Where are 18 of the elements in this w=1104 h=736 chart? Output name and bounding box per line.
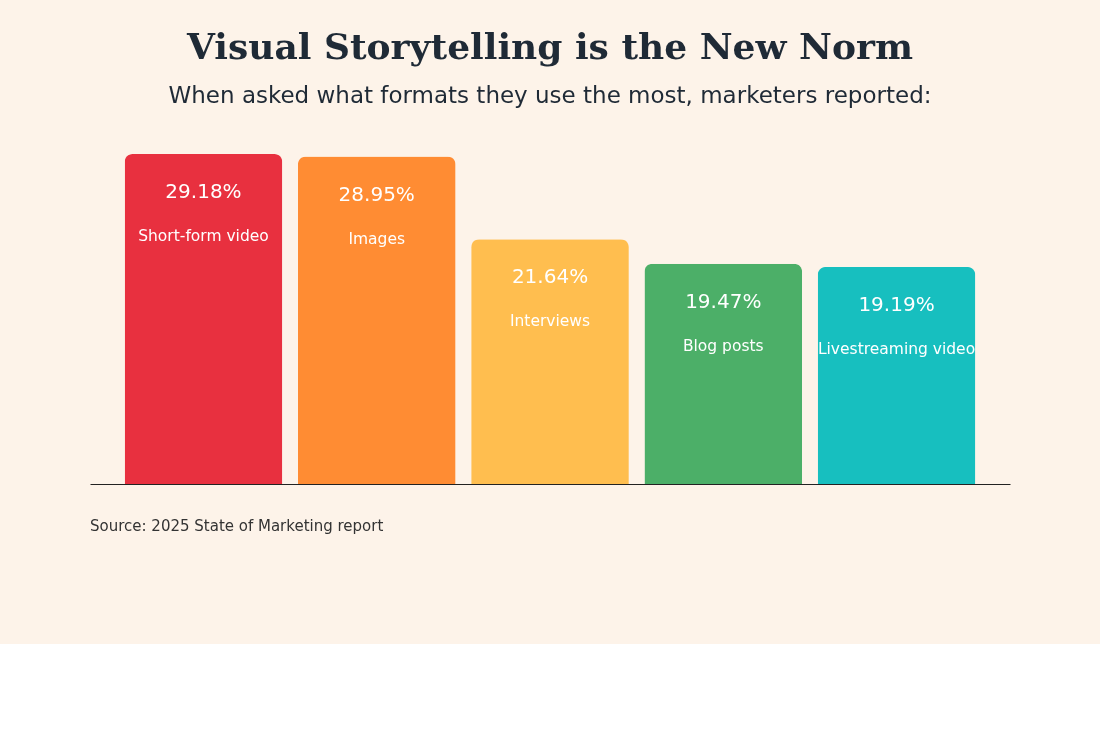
x-tick-label: Livestreaming video: [817, 339, 976, 358]
data-label: 29.18%: [165, 179, 242, 203]
x-tick-label: Short-form video: [138, 227, 269, 245]
source-note: Source: 2025 State of Marketing report: [90, 517, 384, 535]
bar: [644, 263, 803, 484]
chart-title: Visual Storytelling is the New Norm: [186, 25, 913, 67]
bar: [297, 156, 456, 484]
x-tick-label: Images: [348, 229, 406, 248]
x-tick-label: Interviews: [509, 312, 591, 331]
data-label: 21.64%: [511, 264, 589, 289]
data-label: 19.19%: [858, 291, 935, 316]
bar: [817, 266, 976, 484]
bar: [124, 154, 283, 484]
x-tick-label: Blog posts: [682, 336, 764, 355]
data-label: 28.95%: [338, 181, 415, 206]
bar: [471, 239, 629, 484]
chart-subtitle: When asked what formats they use the most, marketers reported:: [168, 82, 932, 108]
data-label: 19.47%: [685, 288, 762, 313]
